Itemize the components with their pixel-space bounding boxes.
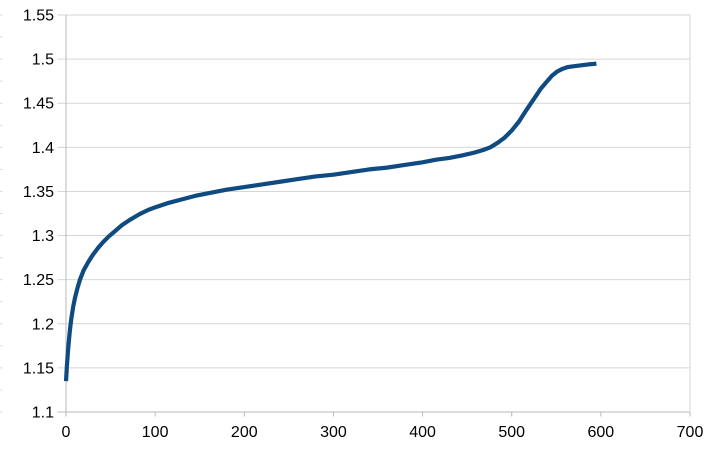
y-tick-label: 1.55 [23,8,54,25]
x-tick-label: 300 [320,424,347,441]
y-tick-label: 1.35 [23,184,54,201]
x-tick-label: 100 [142,424,169,441]
y-tick-label: 1.15 [23,360,54,377]
y-tick-label: 1.2 [32,316,54,333]
data-series-line [63,61,597,382]
y-tick-label: 1.25 [23,272,54,289]
y-tick-label: 1.4 [32,140,54,157]
y-tick-label: 1.3 [32,228,54,245]
x-tick-label: 400 [409,424,436,441]
x-tick-label: 700 [677,424,704,441]
x-tick-label: 0 [62,424,71,441]
x-tick-label: 600 [588,424,615,441]
x-tick-label: 500 [498,424,525,441]
y-tick-label: 1.1 [32,405,54,422]
y-tick-label: 1.5 [32,52,54,69]
x-tick-label: 200 [231,424,258,441]
y-tick-label: 1.45 [23,96,54,113]
